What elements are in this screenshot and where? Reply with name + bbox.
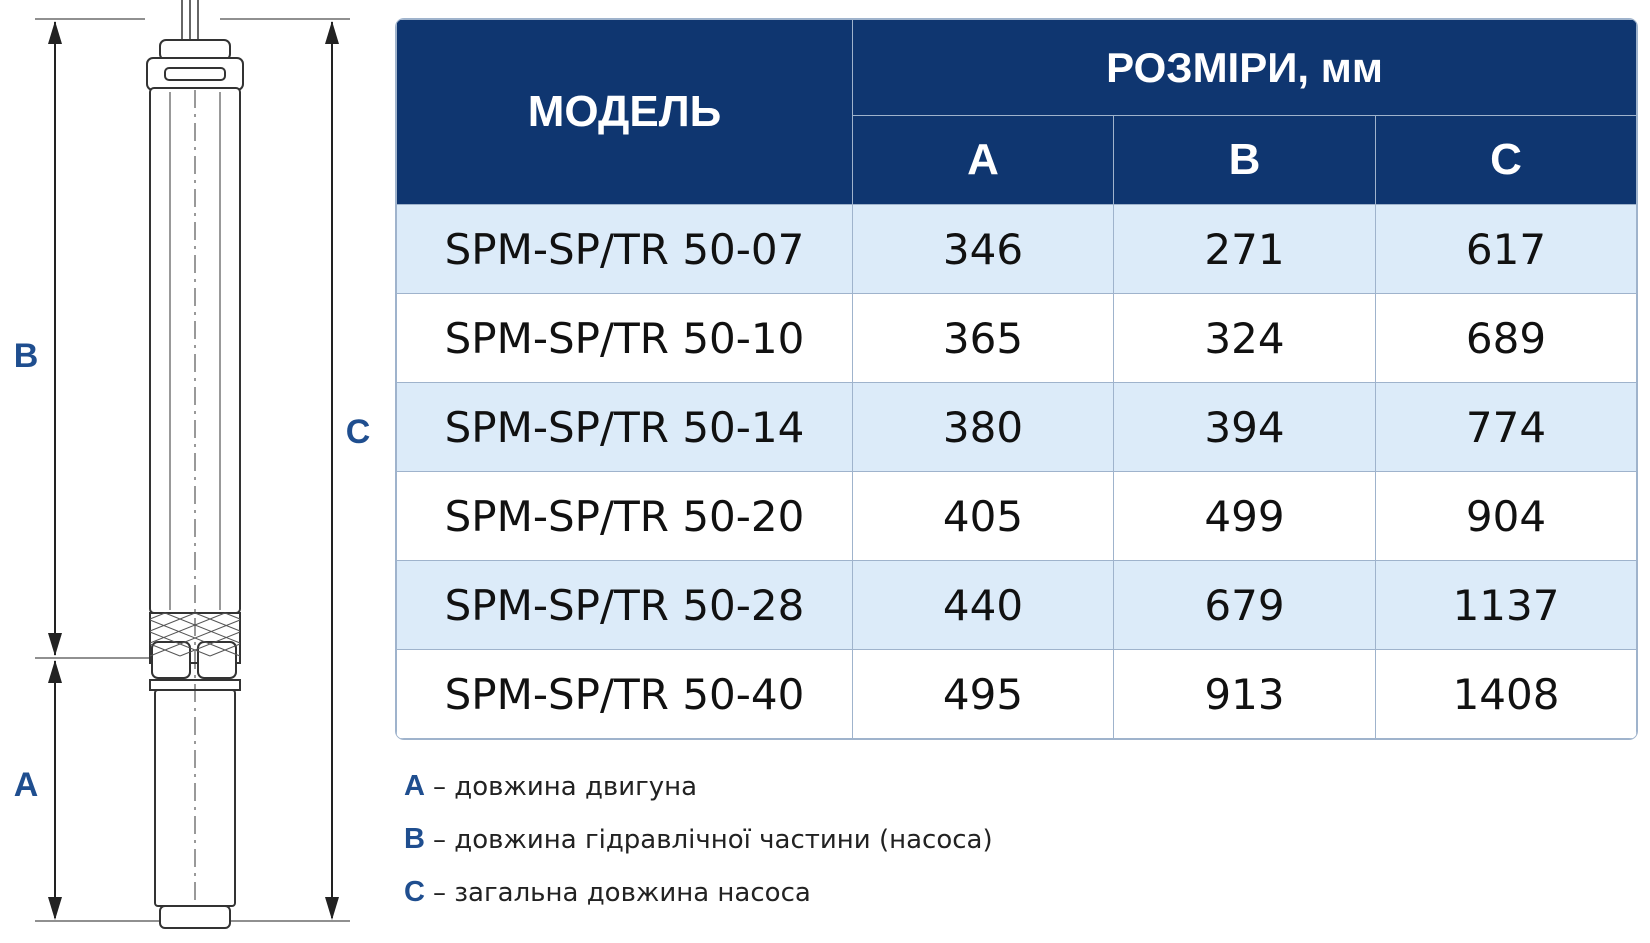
dimension-cell: 380 (852, 382, 1114, 472)
dimension-cell: 617 (1374, 204, 1638, 294)
dimension-cell: 904 (1374, 471, 1638, 561)
dimension-cell: 440 (852, 560, 1114, 650)
dimension-cell: 1137 (1374, 560, 1638, 650)
pump-diagram: B C A (14, 0, 371, 929)
model-cell: SPM-SP/TR 50-20 (396, 471, 853, 561)
legend-text: – довжина гідравлічної частини (насоса) (432, 825, 993, 855)
header-cell: C (1374, 115, 1638, 205)
header-cell: РОЗМІРИ, мм (851, 19, 1638, 116)
legend-item: A – довжина двигуна (404, 770, 993, 823)
legend-item: B – довжина гідравлічної частини (насоса) (404, 823, 993, 876)
legend-key: A (404, 770, 425, 802)
model-cell: SPM-SP/TR 50-40 (396, 649, 853, 739)
model-cell: SPM-SP/TR 50-14 (396, 382, 853, 472)
dimension-cell: 499 (1113, 471, 1376, 561)
dimension-cell: 689 (1374, 293, 1638, 383)
table-row: SPM-SP/TR 50-40 495 913 1408 (396, 649, 1638, 739)
legend-key: B (404, 823, 425, 855)
dimension-cell: 271 (1113, 204, 1376, 294)
dimension-cell: 774 (1374, 382, 1638, 472)
dimension-label: A (14, 766, 39, 804)
dimension-cell: 913 (1113, 649, 1376, 739)
dimension-cell: 679 (1113, 560, 1376, 650)
legend-text: – довжина двигуна (432, 772, 698, 802)
dimension-cell: 324 (1113, 293, 1376, 383)
table-row: SPM-SP/TR 50-10 365 324 689 (396, 293, 1638, 383)
model-cell: SPM-SP/TR 50-07 (396, 204, 853, 294)
header-cell: МОДЕЛЬ (396, 19, 853, 205)
table-row: SPM-SP/TR 50-14 380 394 774 (396, 382, 1638, 472)
legend-key: C (404, 876, 425, 908)
model-cell: SPM-SP/TR 50-10 (396, 293, 853, 383)
dimension-cell: 394 (1113, 382, 1376, 472)
header-cell: A (852, 115, 1114, 205)
dimension-cell: 346 (852, 204, 1114, 294)
table-body: SPM-SP/TR 50-07 346 271 617 SPM-SP/TR 50-10 3… (396, 204, 1638, 739)
dimension-cell: 495 (852, 649, 1114, 739)
table-row: SPM-SP/TR 50-28 440 679 1137 (396, 560, 1638, 650)
legend: A – довжина двигуна B – довжина гідравлічно… (404, 770, 993, 929)
dimension-cell: 365 (852, 293, 1114, 383)
table-row: SPM-SP/TR 50-07 346 271 617 (396, 204, 1638, 294)
model-cell: SPM-SP/TR 50-28 (396, 560, 853, 650)
dimension-cell: 1408 (1374, 649, 1638, 739)
dimension-cell: 405 (852, 471, 1114, 561)
table-row: SPM-SP/TR 50-20 405 499 904 (396, 471, 1638, 561)
legend-item: C – загальна довжина насоса (404, 876, 993, 929)
dimension-label: C (346, 413, 371, 451)
dimension-label: B (14, 337, 39, 375)
legend-text: – загальна довжина насоса (432, 878, 811, 908)
header-cell: B (1113, 115, 1376, 205)
